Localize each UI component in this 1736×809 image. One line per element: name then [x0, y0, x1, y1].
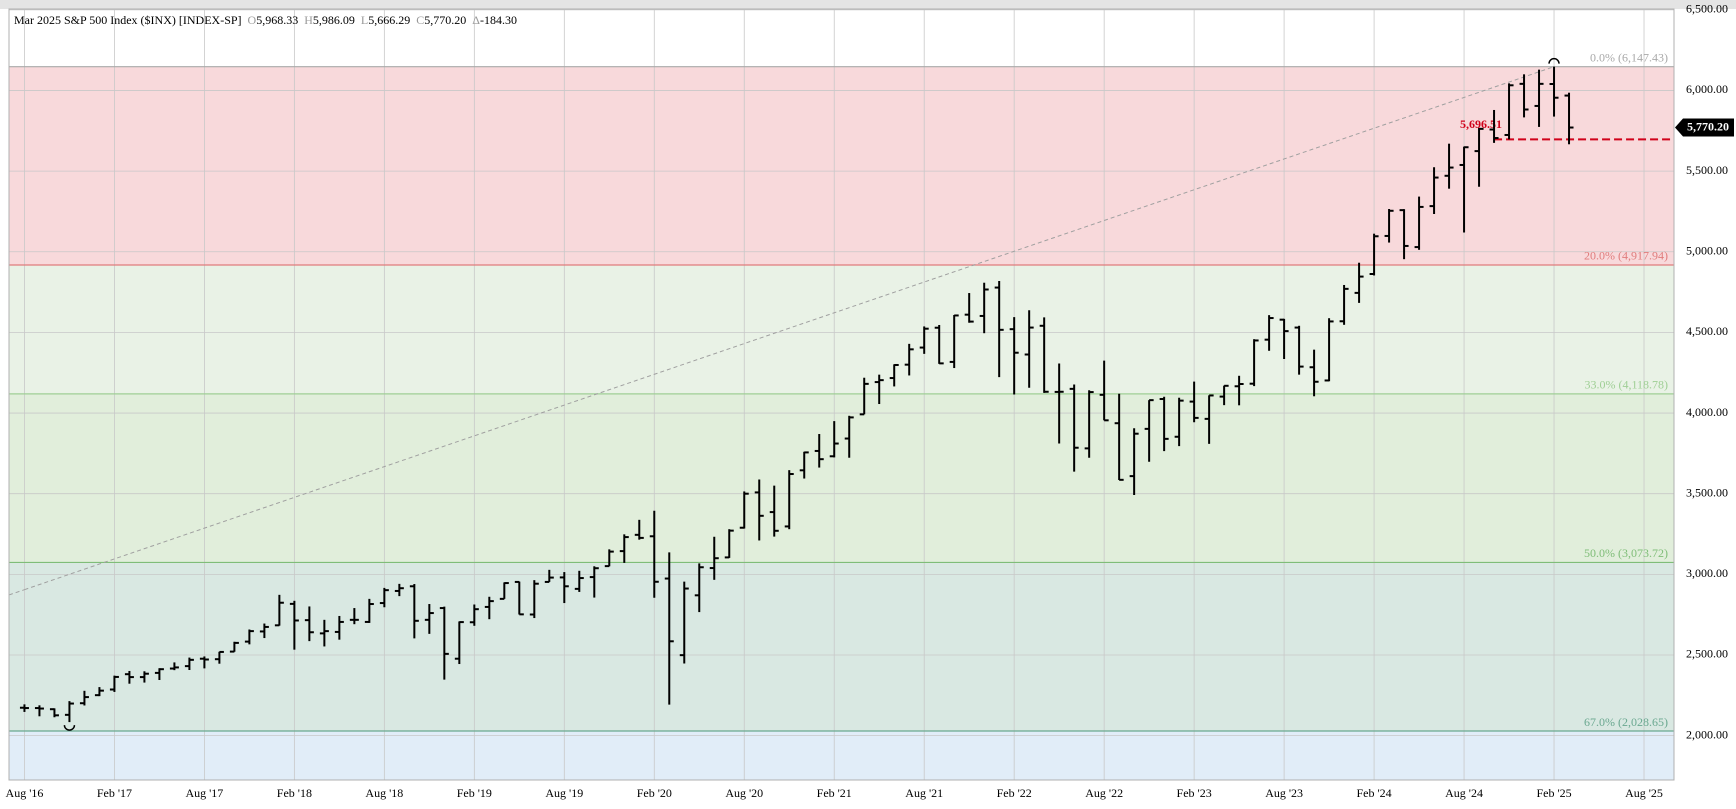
header-text: 5,986.09	[313, 13, 355, 27]
zone	[9, 562, 1674, 732]
y-tick-label: 6,500.00	[1686, 2, 1728, 16]
header-text: H	[304, 13, 313, 27]
x-tick-label: Aug '17	[185, 786, 223, 800]
x-tick-label: Aug '24	[1445, 786, 1483, 800]
zone	[9, 264, 1674, 394]
support-label: 5,696.51	[1460, 117, 1502, 131]
x-tick-label: Feb '17	[97, 786, 132, 800]
y-tick-label: 3,500.00	[1686, 485, 1728, 499]
header-text: O	[248, 13, 257, 27]
zones	[9, 66, 1674, 780]
pivot-low	[63, 724, 76, 731]
header-text: -184.30	[480, 13, 517, 27]
x-tick-label: Feb '24	[1356, 786, 1391, 800]
x-tick-label: Aug '21	[905, 786, 943, 800]
zone	[9, 731, 1674, 780]
level-label: 67.0% (2,028.65)	[1584, 715, 1668, 729]
level-label: 0.0% (6,147.43)	[1590, 50, 1668, 64]
level-label: 20.0% (4,917.94)	[1584, 249, 1668, 263]
header: Mar 2025 S&P 500 Index ($INX) [INDEX-SP]…	[14, 13, 517, 27]
x-tick-label: Feb '19	[457, 786, 492, 800]
x-tick-label: Feb '22	[997, 786, 1032, 800]
bars	[19, 58, 1574, 731]
x-tick-label: Feb '18	[277, 786, 312, 800]
x-tick-label: Feb '25	[1536, 786, 1571, 800]
y-tick-label: 5,500.00	[1686, 163, 1728, 177]
plot-frame	[8, 8, 1675, 781]
x-tick-label: Feb '23	[1177, 786, 1212, 800]
pivot-high	[1548, 58, 1560, 64]
levels: 0.0% (6,147.43) 20.0% (4,917.94) 33.0% (4,…	[8, 50, 1674, 732]
header-text: L	[361, 13, 368, 27]
zone	[9, 393, 1674, 563]
header-text: C	[416, 13, 424, 27]
x-tick-label: Aug '20	[725, 786, 763, 800]
header-text: 5,968.33	[256, 13, 298, 27]
price-tag	[1675, 118, 1734, 137]
x-tick-label: Feb '21	[817, 786, 852, 800]
y-tick-label: 2,500.00	[1686, 647, 1728, 661]
trendline-extension	[8, 589, 25, 596]
x-tick-label: Aug '16	[6, 786, 44, 800]
y-tick-label: 6,000.00	[1686, 82, 1728, 96]
x-tick-label: Aug '19	[545, 786, 583, 800]
axes: 2,000.00 2,500.00 3,000.00 3,500.00 4,000.00…	[6, 2, 1734, 800]
x-tick-label: Aug '23	[1265, 786, 1303, 800]
y-tick-label: 2,000.00	[1686, 727, 1728, 741]
header-text: Mar 2025 S&P 500 Index ($INX) [INDEX-SP]	[14, 13, 242, 27]
x-tick-label: Aug '22	[1085, 786, 1123, 800]
header-text: 5,666.29	[368, 13, 410, 27]
y-tick-label: 4,000.00	[1686, 405, 1728, 419]
y-tick-label: 3,000.00	[1686, 566, 1728, 580]
y-tick-label: 5,000.00	[1686, 244, 1728, 258]
x-tick-label: Aug '25	[1625, 786, 1663, 800]
trendline	[24, 66, 1555, 591]
header-text: 5,770.20	[424, 13, 466, 27]
x-tick-label: Aug '18	[365, 786, 403, 800]
level-label: 33.0% (4,118.78)	[1584, 378, 1668, 392]
y-tick-label: 4,500.00	[1686, 324, 1728, 338]
zone	[9, 66, 1674, 265]
header-text: Δ	[472, 13, 480, 27]
price-tag-label: 5,770.20	[1687, 119, 1729, 133]
level-label: 50.0% (3,073.72)	[1584, 546, 1668, 560]
top-strip	[0, 0, 1736, 9]
x-tick-label: Feb '20	[637, 786, 672, 800]
